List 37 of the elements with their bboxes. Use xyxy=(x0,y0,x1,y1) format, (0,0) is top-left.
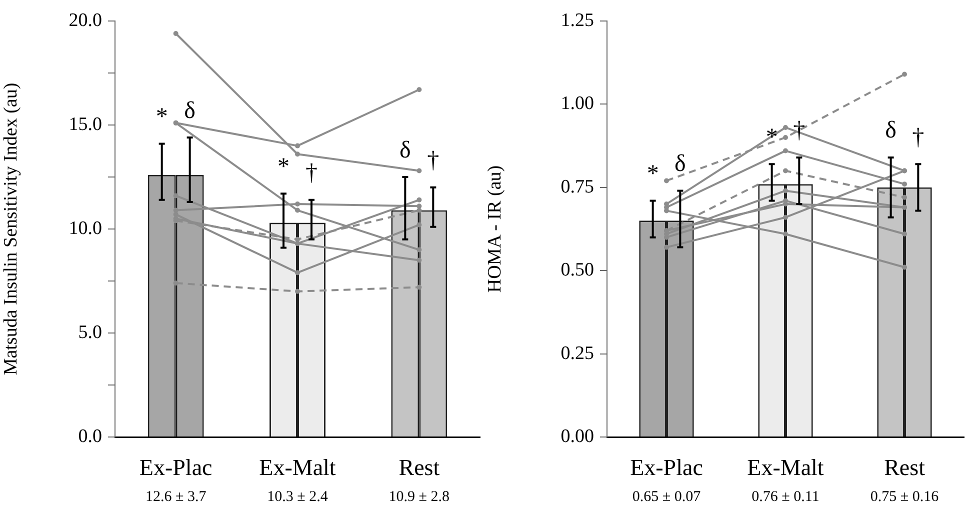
x-tick-label: Rest xyxy=(884,454,926,480)
annotation: * xyxy=(156,104,168,130)
y-tick-label: 0.50 xyxy=(560,260,594,281)
annotation: † xyxy=(793,118,806,144)
y-axis-title: Matsuda Insulin Sensitivity Index (au) xyxy=(0,82,22,376)
y-tick-label: 15.0 xyxy=(68,114,102,135)
data-label: 10.3 ± 2.4 xyxy=(267,488,328,505)
y-tick-label: 10.0 xyxy=(68,218,102,239)
data-label: 0.65 ± 0.07 xyxy=(632,488,702,505)
annotation: † xyxy=(912,124,924,150)
x-tick-label: Ex-Plac xyxy=(630,454,703,480)
x-tick-label: Ex-Plac xyxy=(139,454,212,480)
y-axis-title: HOMA - IR (au) xyxy=(484,165,506,293)
annotation: δ xyxy=(674,151,686,178)
y-tick-label: 0.25 xyxy=(560,342,594,364)
y-tick-label: 1.00 xyxy=(560,93,594,114)
data-label: 0.76 ± 0.11 xyxy=(752,488,820,505)
y-tick-label: 1.25 xyxy=(560,10,594,31)
y-tick-label: 0.75 xyxy=(560,176,594,198)
x-tick-label: Rest xyxy=(398,454,440,480)
annotation: * xyxy=(646,161,659,188)
annotation: δ xyxy=(400,137,411,164)
annotation: * xyxy=(766,124,778,150)
y-tick-label: 0.0 xyxy=(78,426,102,447)
y-tick-label: 5.0 xyxy=(78,322,102,343)
annotation: † xyxy=(427,148,440,174)
data-label: 10.9 ± 2.8 xyxy=(388,488,450,505)
annotation: δ xyxy=(885,118,896,144)
data-label: 12.6 ± 3.7 xyxy=(145,488,207,505)
annotation: δ xyxy=(184,98,196,124)
annotation: * xyxy=(278,154,290,180)
y-tick-label: 20.0 xyxy=(68,10,102,31)
x-tick-label: Ex-Malt xyxy=(259,454,336,480)
data-label: 0.75 ± 0.16 xyxy=(870,488,940,505)
x-tick-label: Ex-Malt xyxy=(747,454,824,480)
annotation: † xyxy=(305,160,318,186)
y-tick-label: 0.00 xyxy=(560,426,594,447)
